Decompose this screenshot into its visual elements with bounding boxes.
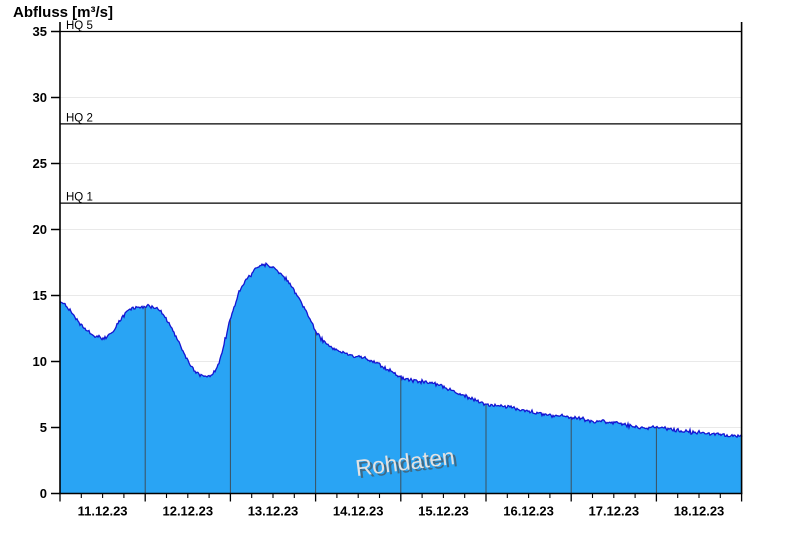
x-date-label: 12.12.23: [162, 504, 213, 519]
day-separators-layer: [144, 306, 657, 494]
watermark-group: Rohdaten Rohdaten: [354, 443, 459, 483]
chart-title: Abfluss [m³/s]: [13, 4, 113, 21]
y-tick-label: 35: [33, 24, 47, 39]
y-tick-label: 10: [33, 354, 47, 369]
y-tick-label: 25: [33, 156, 47, 171]
x-date-label: 11.12.23: [78, 504, 128, 519]
x-date-label: 16.12.23: [503, 504, 554, 519]
y-axis-ticks: 0 5 10 15 20 25 30 35: [33, 24, 60, 501]
x-date-label: 13.12.23: [248, 504, 299, 519]
series-line-layer: [59, 261, 743, 439]
hq-reference-label: HQ 1: [66, 192, 93, 204]
x-date-label: 17.12.23: [588, 504, 639, 519]
y-tick-label: 5: [40, 420, 47, 435]
y-tick-label: 15: [33, 288, 47, 303]
y-tick-label: 30: [33, 90, 47, 105]
x-date-label: 18.12.23: [674, 504, 725, 519]
x-axis-ticks: 11.12.23 12.12.23 13.12.23 14.12.23 15.12.23…: [59, 493, 743, 519]
x-date-label: 15.12.23: [418, 504, 469, 519]
reference-lines-layer: HQ 5 HQ 2 HQ 1: [60, 20, 742, 204]
hq-reference-label: HQ 2: [66, 112, 93, 124]
x-date-label: 14.12.23: [333, 504, 384, 519]
y-tick-label: 20: [33, 222, 47, 237]
y-tick-label: 0: [40, 486, 47, 501]
hq-reference-label: HQ 5: [66, 20, 93, 32]
discharge-raw-line: [59, 261, 743, 439]
